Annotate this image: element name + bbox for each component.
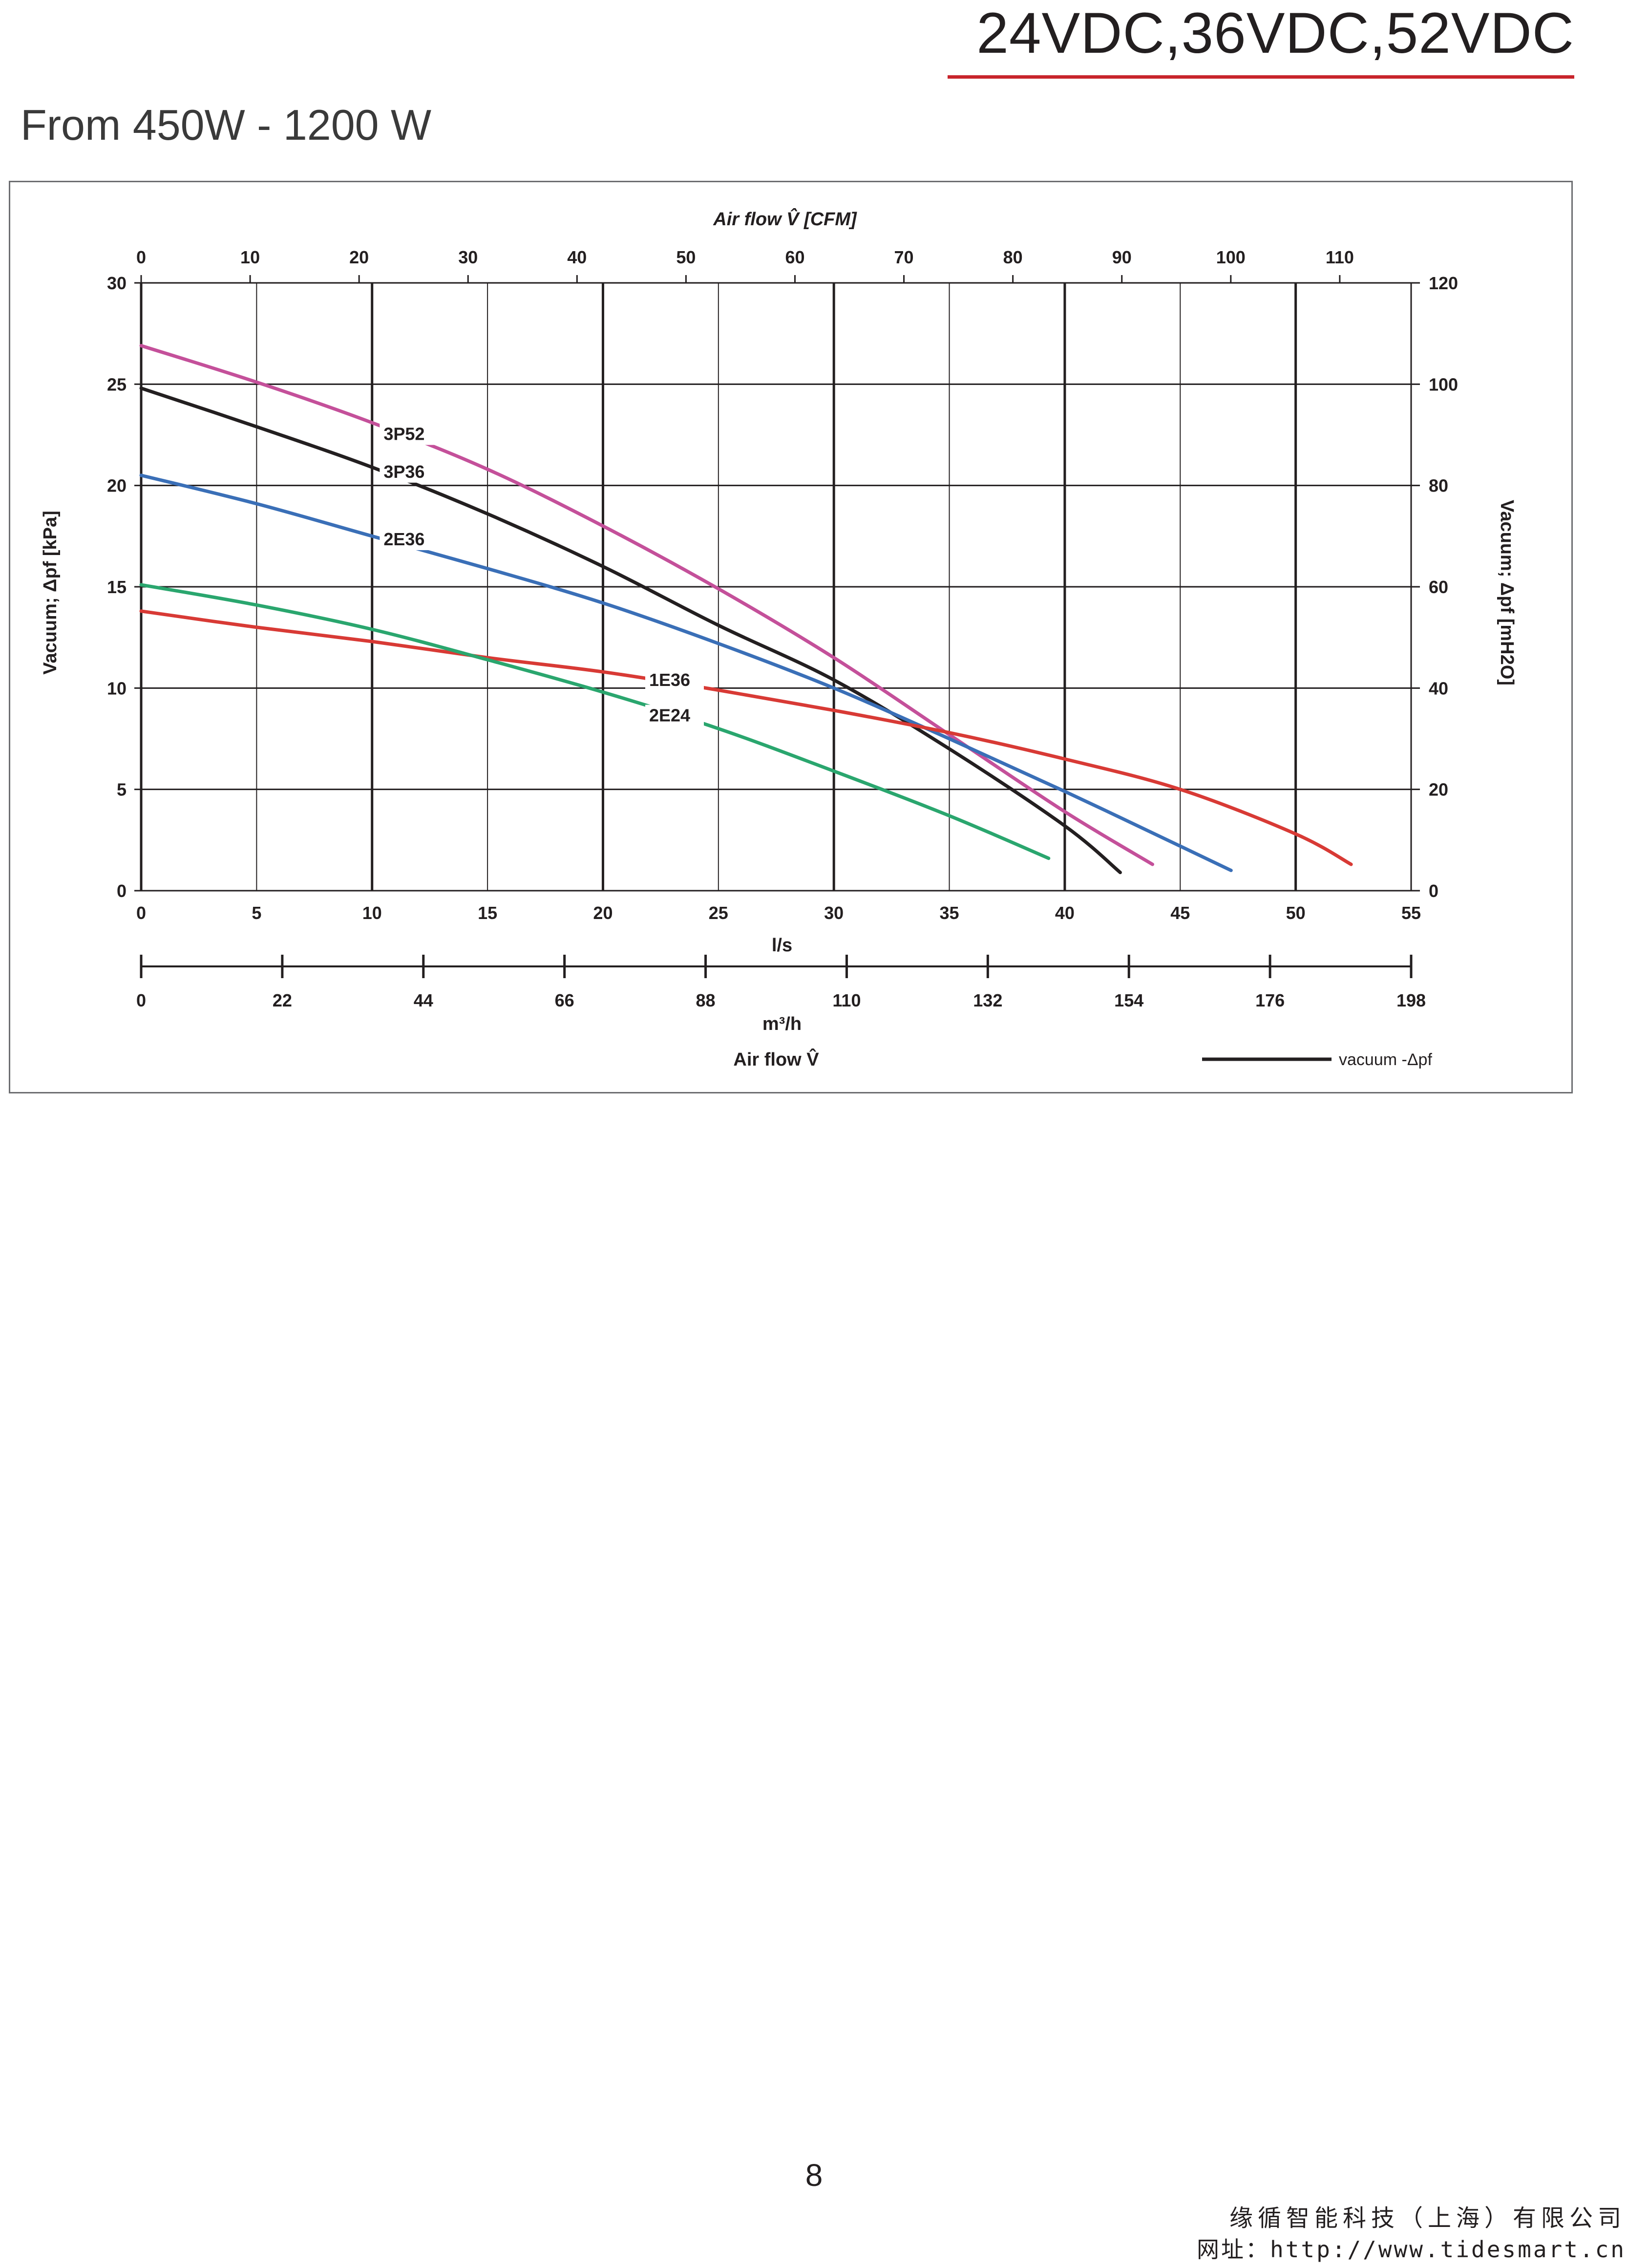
bottom-tick-label: 0 [136,990,146,1010]
series-label-background [645,705,704,727]
x-tick-label: 40 [1055,903,1075,923]
page-title: 24VDC,36VDC,52VDC [976,1,1574,65]
series-label-3p36: 3P36 [383,462,424,482]
x-tick-label: 0 [136,903,146,923]
y2-tick-label: 40 [1429,678,1448,698]
x-tick-label: 5 [252,903,261,923]
series-label-3p52: 3P52 [383,424,424,444]
y-tick-label: 15 [107,577,127,597]
series-label-2e24: 2E24 [649,705,690,725]
y2-tick-label: 100 [1429,374,1458,394]
top-tick-label: 90 [1112,247,1132,267]
top-tick-label: 40 [567,247,587,267]
vacuum-airflow-chart: 0 5 10 15 20 25 30 35 40 45 50 55 0 5 10 15 20 25 30 0 20 40 6… [40,207,1517,1070]
series-label-2e36: 2E36 [383,529,424,549]
series-line-2e24 [139,583,1051,860]
series-line-1e36 [139,609,1353,866]
y-tick-label: 0 [117,881,127,901]
x-tick-label: 55 [1401,903,1421,923]
series-line-3p52 [139,344,1154,866]
chart-frame: 0 5 10 15 20 25 30 35 40 45 50 55 0 5 10 15 20 25 30 0 20 40 6… [9,181,1573,1093]
bottom-axis-title: Air flow V̂ [733,1048,819,1070]
y2-tick-label: 20 [1429,780,1448,800]
x-tick-label: 30 [824,903,844,923]
x-tick-label: 45 [1170,903,1190,923]
y2-tick-label: 60 [1429,577,1448,597]
bottom-tick-label: 198 [1396,990,1426,1010]
title-rule [948,75,1574,79]
top-tick-label: 100 [1216,247,1246,267]
bottom-tick-label: 44 [414,990,433,1010]
top-tick-label: 50 [676,247,696,267]
x-tick-label: 35 [940,903,959,923]
bottom-tick-label: 154 [1114,990,1143,1010]
series-line-2e36 [139,473,1233,872]
y-tick-label: 25 [107,374,127,394]
bottom-tick-label: 110 [832,990,861,1010]
y-axis-title: Vacuum; Δpf [kPa] [40,511,61,675]
bottom-tick-label: 176 [1255,990,1285,1010]
footer-website: 网址：http://www.tidesmart.cn [1197,2236,1626,2263]
series-label-1e36: 1E36 [649,670,690,690]
y2-axis-title: Vacuum; Δpf [mH2O] [1497,500,1517,685]
page-number: 8 [805,2158,823,2193]
bottom-tick-label: 66 [555,990,574,1010]
y2-tick-label: 80 [1429,476,1448,496]
bottom-tick-label: 88 [696,990,716,1010]
legend-label: vacuum -Δpf [1339,1050,1432,1069]
y2-tick-label: 0 [1429,881,1438,901]
bottom-axis-unit: m³/h [762,1014,802,1034]
x-tick-label: 10 [362,903,382,923]
y-tick-label: 5 [117,780,127,800]
bottom-tick-label: 132 [973,990,1002,1010]
series-label-background [380,423,439,445]
top-tick-label: 0 [136,247,146,267]
x-axis-title: l/s [772,935,792,956]
x-tick-label: 15 [478,903,497,923]
top-tick-label: 60 [785,247,804,267]
series-label-background [645,669,704,691]
top-tick-label: 70 [894,247,914,267]
y2-tick-label: 120 [1429,273,1458,293]
top-tick-label: 20 [349,247,369,267]
series-label-background [380,461,439,483]
y-tick-label: 20 [107,476,127,496]
x-tick-label: 25 [709,903,728,923]
y-tick-label: 10 [107,678,127,698]
top-tick-label: 110 [1326,247,1354,267]
top-tick-label: 80 [1003,247,1023,267]
top-tick-label: 30 [458,247,478,267]
y-tick-label: 30 [107,273,127,293]
series-line-3p36 [139,386,1122,875]
page-subtitle: From 450W - 1200 W [21,101,432,149]
top-axis-title: Air flow V̂ [CFM] [713,207,857,230]
series-label-background [380,528,439,550]
bottom-tick-label: 22 [273,990,292,1010]
x-tick-label: 50 [1286,903,1306,923]
footer-company: 缘循智能科技（上海）有限公司 [1229,2205,1626,2231]
top-tick-label: 10 [240,247,260,267]
x-tick-label: 20 [593,903,613,923]
